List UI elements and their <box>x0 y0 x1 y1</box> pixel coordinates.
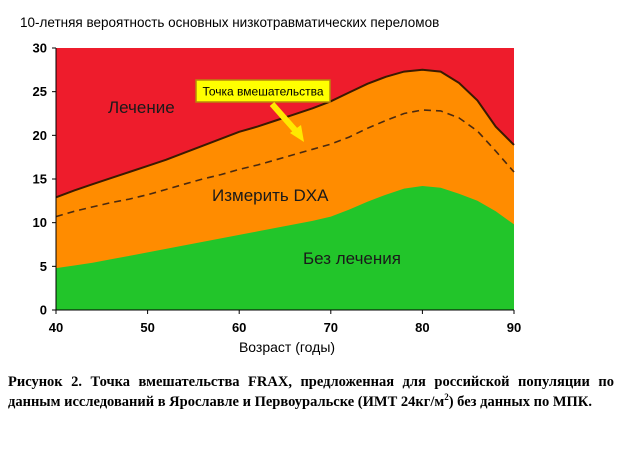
caption-text-main: Рисунок 2. Точка вмешательства FRAX, пре… <box>8 374 614 410</box>
intervention-threshold-line <box>55 109 515 218</box>
zone-area-no-treatment <box>56 186 514 310</box>
y-tick-label: 20 <box>33 128 47 143</box>
x-tick-label: 70 <box>324 320 338 335</box>
x-tick-label: 60 <box>232 320 246 335</box>
intervention-callout: Точка вмешательства <box>195 79 331 142</box>
caption-superscript: 2 <box>444 392 449 403</box>
figure-caption: Рисунок 2. Точка вмешательства FRAX, пре… <box>8 372 614 412</box>
x-tick-label: 40 <box>49 320 63 335</box>
zone-label-measure-dxa: Измерить DXA <box>212 186 329 205</box>
callout-label: Точка вмешательства <box>202 85 323 99</box>
x-tick-label: 90 <box>507 320 521 335</box>
chart-title: 10-летняя вероятность основных низкотрав… <box>20 15 439 30</box>
axes: 0 5 10 15 20 25 30 40 50 60 70 80 90 <box>33 41 522 336</box>
callout-arrow-head <box>290 125 304 142</box>
zone-labels: Лечение Измерить DXA Без лечения <box>108 98 401 268</box>
zone-label-treatment: Лечение <box>108 98 175 117</box>
y-tick-label: 25 <box>33 84 47 99</box>
y-tick-label: 5 <box>40 259 47 274</box>
frax-chart: 10-летняя вероятность основных низкотрав… <box>20 15 522 355</box>
y-tick-label: 10 <box>33 215 47 230</box>
y-tick-label: 30 <box>33 41 47 56</box>
x-tick-label: 80 <box>415 320 429 335</box>
x-tick-label: 50 <box>140 320 154 335</box>
y-tick-label: 15 <box>33 172 47 187</box>
y-tick-label: 0 <box>40 303 47 318</box>
x-axis-label: Возраст (годы) <box>239 339 335 355</box>
caption-text-end: ) без данных по МПК. <box>448 394 592 410</box>
callout-box <box>195 79 331 103</box>
zone-label-no-treatment: Без лечения <box>303 249 401 268</box>
callout-arrow-shaft <box>269 102 298 132</box>
